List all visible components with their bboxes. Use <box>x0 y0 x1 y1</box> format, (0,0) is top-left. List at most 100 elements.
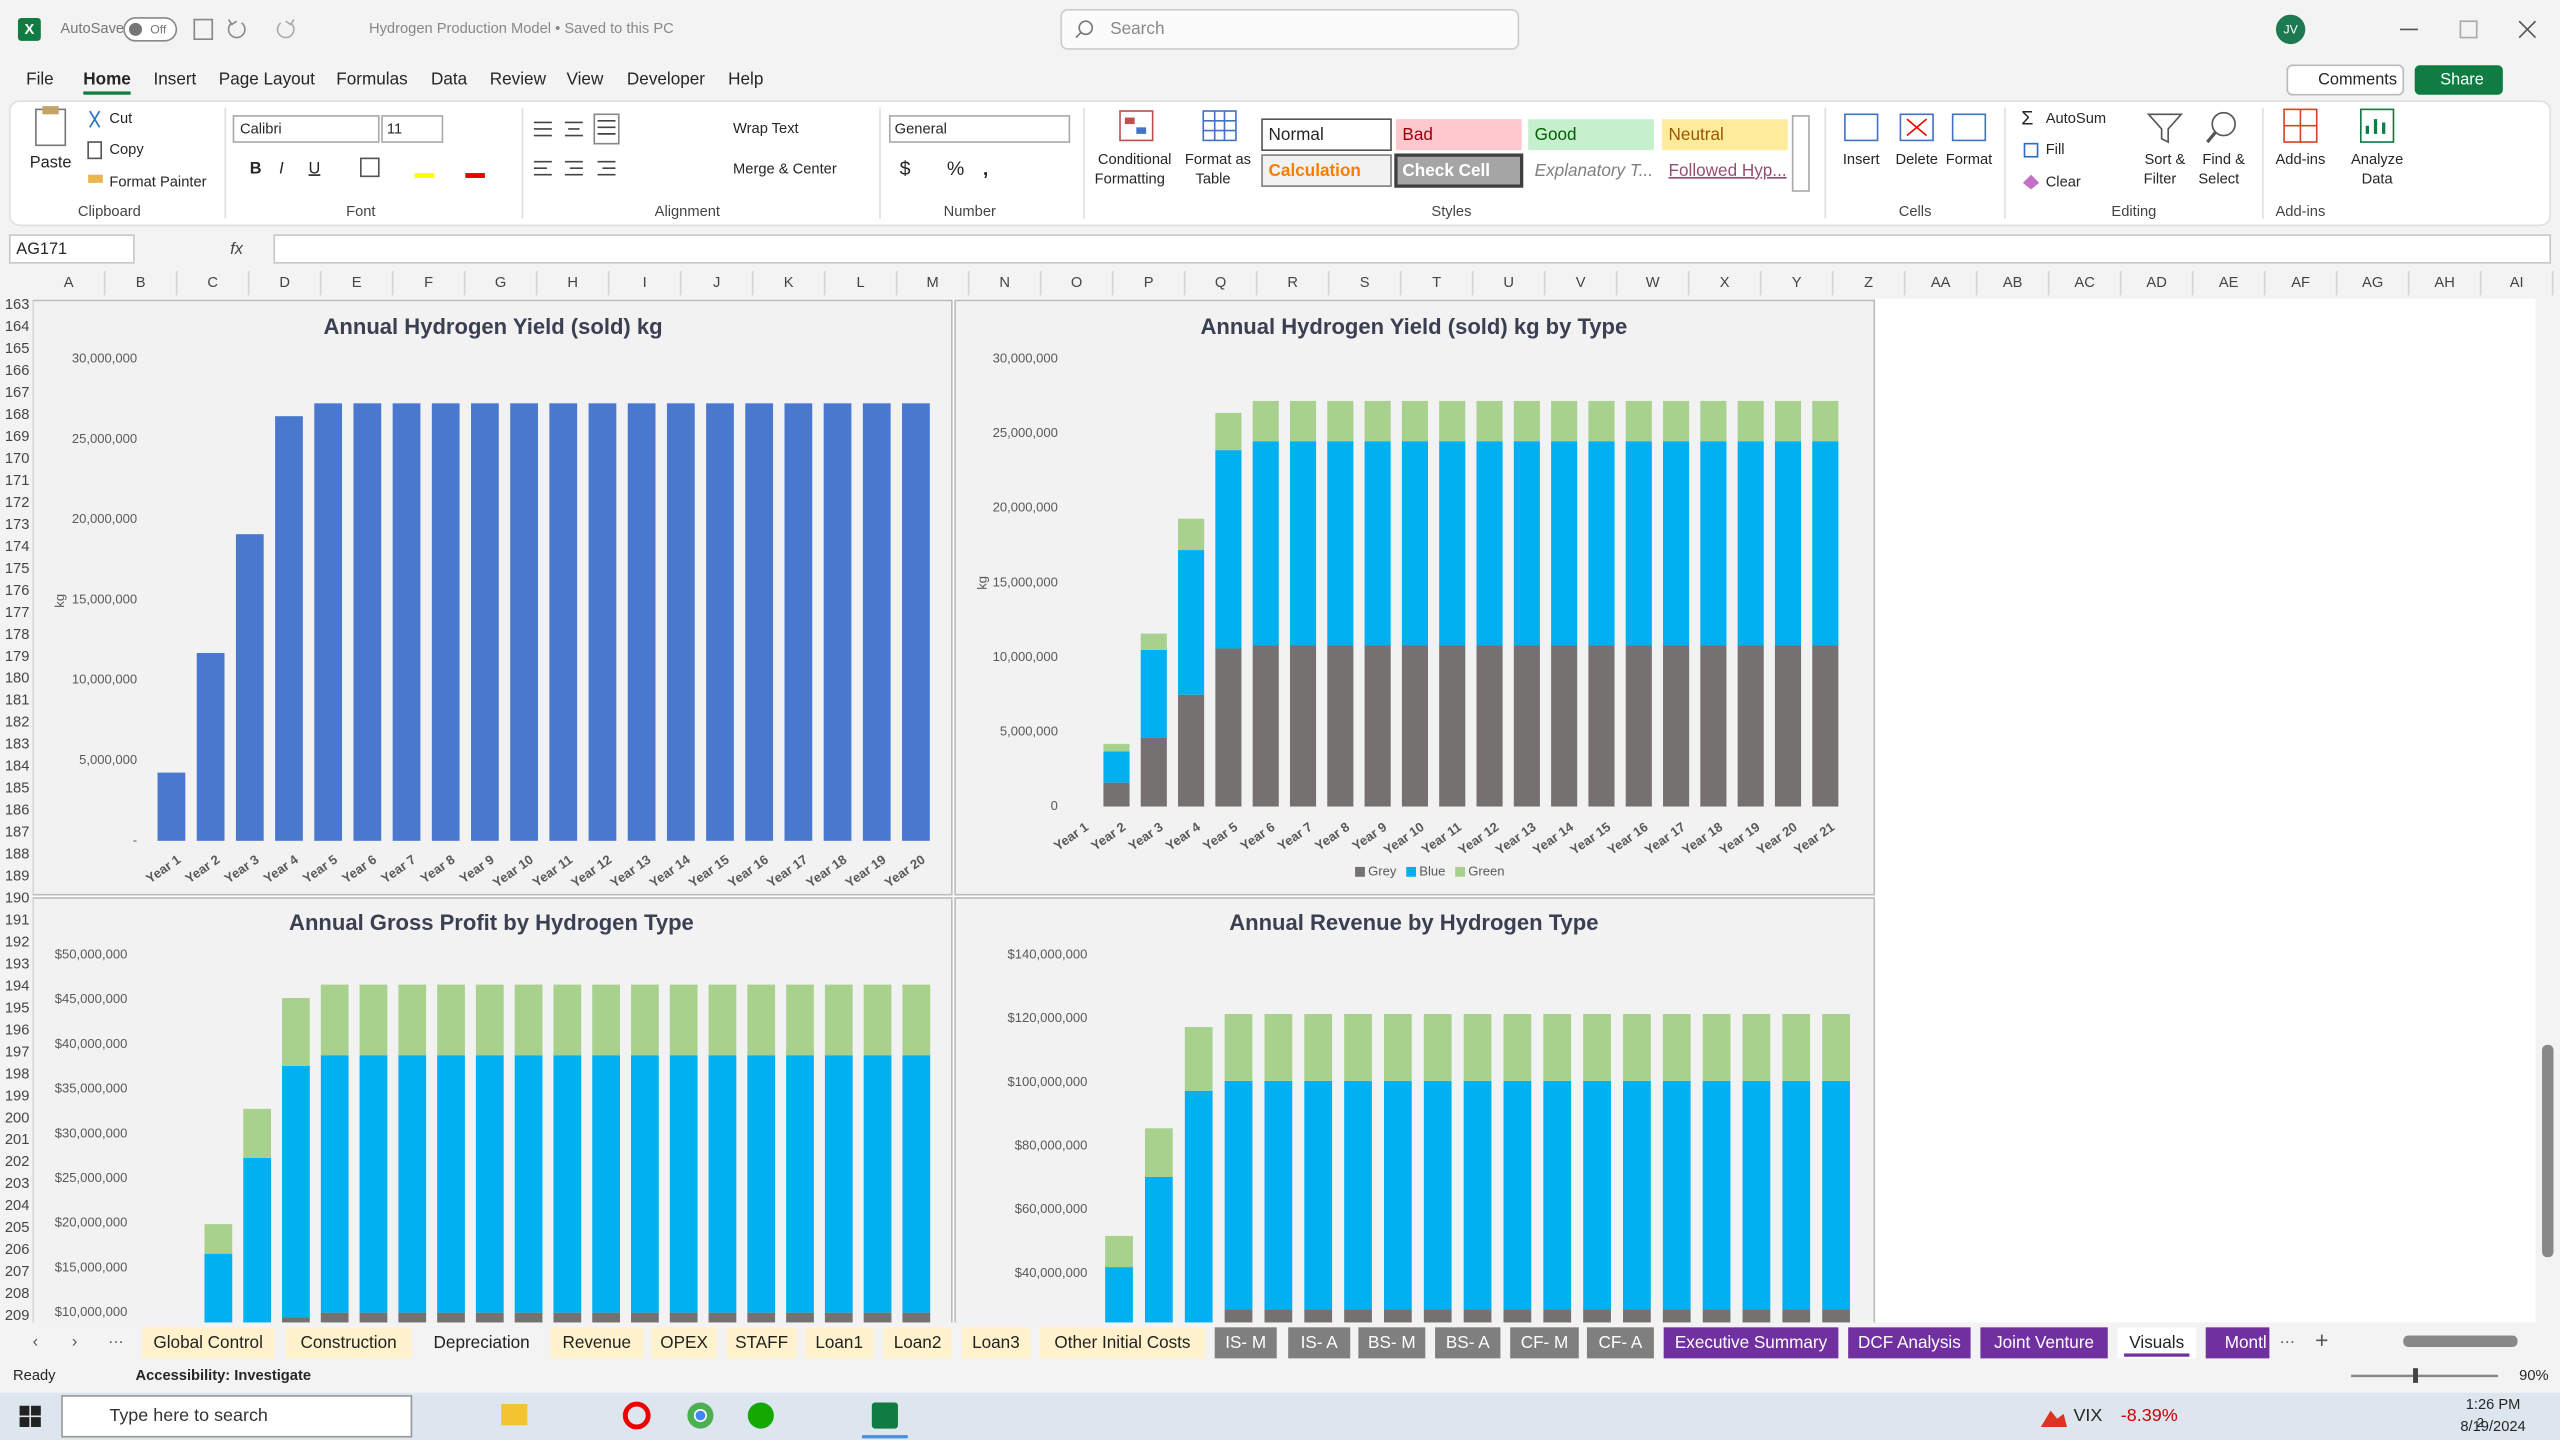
style-cell[interactable] <box>1394 153 1524 188</box>
row-header[interactable]: 196 <box>5 1022 30 1038</box>
add-ins[interactable]: Add-ins <box>2276 152 2326 168</box>
sheet-tab[interactable] <box>1980 1327 2108 1359</box>
row-header[interactable]: 171 <box>5 473 30 489</box>
format-as-table[interactable]: Table <box>1195 171 1230 187</box>
sheet-tab[interactable] <box>1040 1327 1205 1359</box>
row-header[interactable]: 185 <box>5 781 30 797</box>
column-header[interactable]: AH <box>2434 275 2454 291</box>
style-cell[interactable] <box>1528 155 1654 187</box>
row-header[interactable]: 207 <box>5 1264 30 1280</box>
column-header[interactable]: AC <box>2074 275 2095 291</box>
style-cell[interactable] <box>1662 119 1788 151</box>
row-header[interactable]: 177 <box>5 605 30 621</box>
row-header[interactable]: 187 <box>5 825 30 841</box>
analyze-data[interactable]: Data <box>2362 171 2394 187</box>
sheet-tab[interactable] <box>1214 1327 1277 1359</box>
row-header[interactable]: 198 <box>5 1066 30 1082</box>
column-header[interactable]: D <box>279 275 290 291</box>
sheet-tab[interactable] <box>421 1327 543 1359</box>
row-header[interactable]: 181 <box>5 693 30 709</box>
column-header[interactable]: X <box>1720 275 1730 291</box>
style-cell[interactable] <box>1662 155 1788 187</box>
style-cell[interactable] <box>1261 154 1392 187</box>
row-header[interactable]: 202 <box>5 1154 30 1170</box>
column-header[interactable]: H <box>567 275 578 291</box>
wrap-text[interactable]: Wrap Text <box>733 121 799 137</box>
sort-filter[interactable]: Filter <box>2144 171 2177 187</box>
undo-icon[interactable] <box>227 19 246 39</box>
find-select[interactable]: Select <box>2198 171 2239 187</box>
menu-item[interactable]: Data <box>431 69 468 89</box>
sheet-tab[interactable] <box>804 1327 874 1359</box>
row-header[interactable]: 167 <box>5 385 30 401</box>
sheet-tab[interactable] <box>726 1327 797 1359</box>
app-icon[interactable] <box>747 1402 774 1429</box>
taskbar-search[interactable] <box>61 1395 413 1438</box>
row-header[interactable]: 170 <box>5 451 30 467</box>
row-header[interactable]: 169 <box>5 429 30 445</box>
column-header[interactable]: U <box>1503 275 1514 291</box>
row-header[interactable]: 208 <box>5 1286 30 1302</box>
user-avatar[interactable] <box>2275 14 2306 45</box>
row-header[interactable]: 192 <box>5 934 30 950</box>
copy[interactable]: Copy <box>109 142 144 158</box>
format-as-table[interactable]: Format as <box>1185 152 1251 168</box>
style-cell[interactable] <box>1261 118 1392 152</box>
menu-item[interactable]: View <box>567 69 604 89</box>
row-header[interactable]: 190 <box>5 891 30 907</box>
row-header[interactable]: 206 <box>5 1242 30 1258</box>
sheet-tab[interactable] <box>1510 1327 1579 1359</box>
sheet-tab[interactable] <box>883 1327 952 1359</box>
row-header[interactable]: 189 <box>5 869 30 885</box>
status-accessibility[interactable]: Accessibility: Investigate <box>136 1368 312 1384</box>
insert[interactable]: Insert <box>1843 152 1880 168</box>
app-icon[interactable] <box>871 1402 898 1429</box>
row-header[interactable]: 205 <box>5 1220 30 1236</box>
menu-item[interactable]: Insert <box>153 69 196 89</box>
sheet-tab[interactable] <box>1435 1327 1501 1359</box>
column-header[interactable]: AG <box>2362 275 2383 291</box>
conditional-formatting[interactable]: Conditional <box>1098 152 1172 168</box>
row-header[interactable]: 201 <box>5 1132 30 1148</box>
find-select[interactable]: Find & <box>2202 152 2245 168</box>
scroll-thumb[interactable] <box>2542 1044 2554 1258</box>
column-header[interactable]: F <box>424 275 433 291</box>
column-header[interactable]: E <box>352 275 362 291</box>
row-header[interactable]: 200 <box>5 1110 30 1126</box>
row-header[interactable]: 163 <box>5 297 30 313</box>
column-header[interactable]: AF <box>2291 275 2310 291</box>
horizontal-scroll-thumb[interactable] <box>2403 1335 2518 1347</box>
style-cell[interactable] <box>1395 119 1522 151</box>
number-format-box[interactable] <box>888 115 1071 143</box>
column-header[interactable]: AD <box>2146 275 2166 291</box>
column-header[interactable]: I <box>643 275 647 291</box>
row-header[interactable]: 182 <box>5 715 30 731</box>
close[interactable] <box>2518 20 2537 39</box>
row-header[interactable]: 166 <box>5 363 30 379</box>
app-icon[interactable] <box>622 1401 651 1430</box>
column-header[interactable]: B <box>136 275 146 291</box>
row-header[interactable]: 194 <box>5 978 30 994</box>
menu-item[interactable]: Formulas <box>336 69 407 89</box>
column-header[interactable]: P <box>1144 275 1154 291</box>
search-box[interactable] <box>1060 8 1520 50</box>
gallery-scroll[interactable] <box>1791 115 1810 192</box>
sheet-tab[interactable] <box>651 1327 717 1359</box>
menu-item[interactable]: File <box>26 69 54 89</box>
menu-item[interactable]: Home <box>83 69 131 89</box>
merge-center[interactable]: Merge & Center <box>733 162 837 178</box>
sort-filter[interactable]: Sort & <box>2144 152 2185 168</box>
sheet-tab[interactable] <box>285 1327 412 1359</box>
column-header[interactable]: Y <box>1792 275 1802 291</box>
sheet-tab[interactable] <box>550 1327 644 1359</box>
column-header[interactable]: C <box>207 275 218 291</box>
paste-icon[interactable] <box>35 108 67 147</box>
delete[interactable]: Delete <box>1896 152 1938 168</box>
zoom-slider[interactable] <box>2351 1374 2498 1378</box>
column-header[interactable]: M <box>927 275 939 291</box>
app-icon[interactable] <box>501 1404 528 1426</box>
format-painter[interactable]: Format Painter <box>109 175 206 191</box>
column-header[interactable]: AI <box>2510 275 2524 291</box>
redo-icon[interactable] <box>276 19 295 39</box>
row-header[interactable]: 193 <box>5 956 30 972</box>
